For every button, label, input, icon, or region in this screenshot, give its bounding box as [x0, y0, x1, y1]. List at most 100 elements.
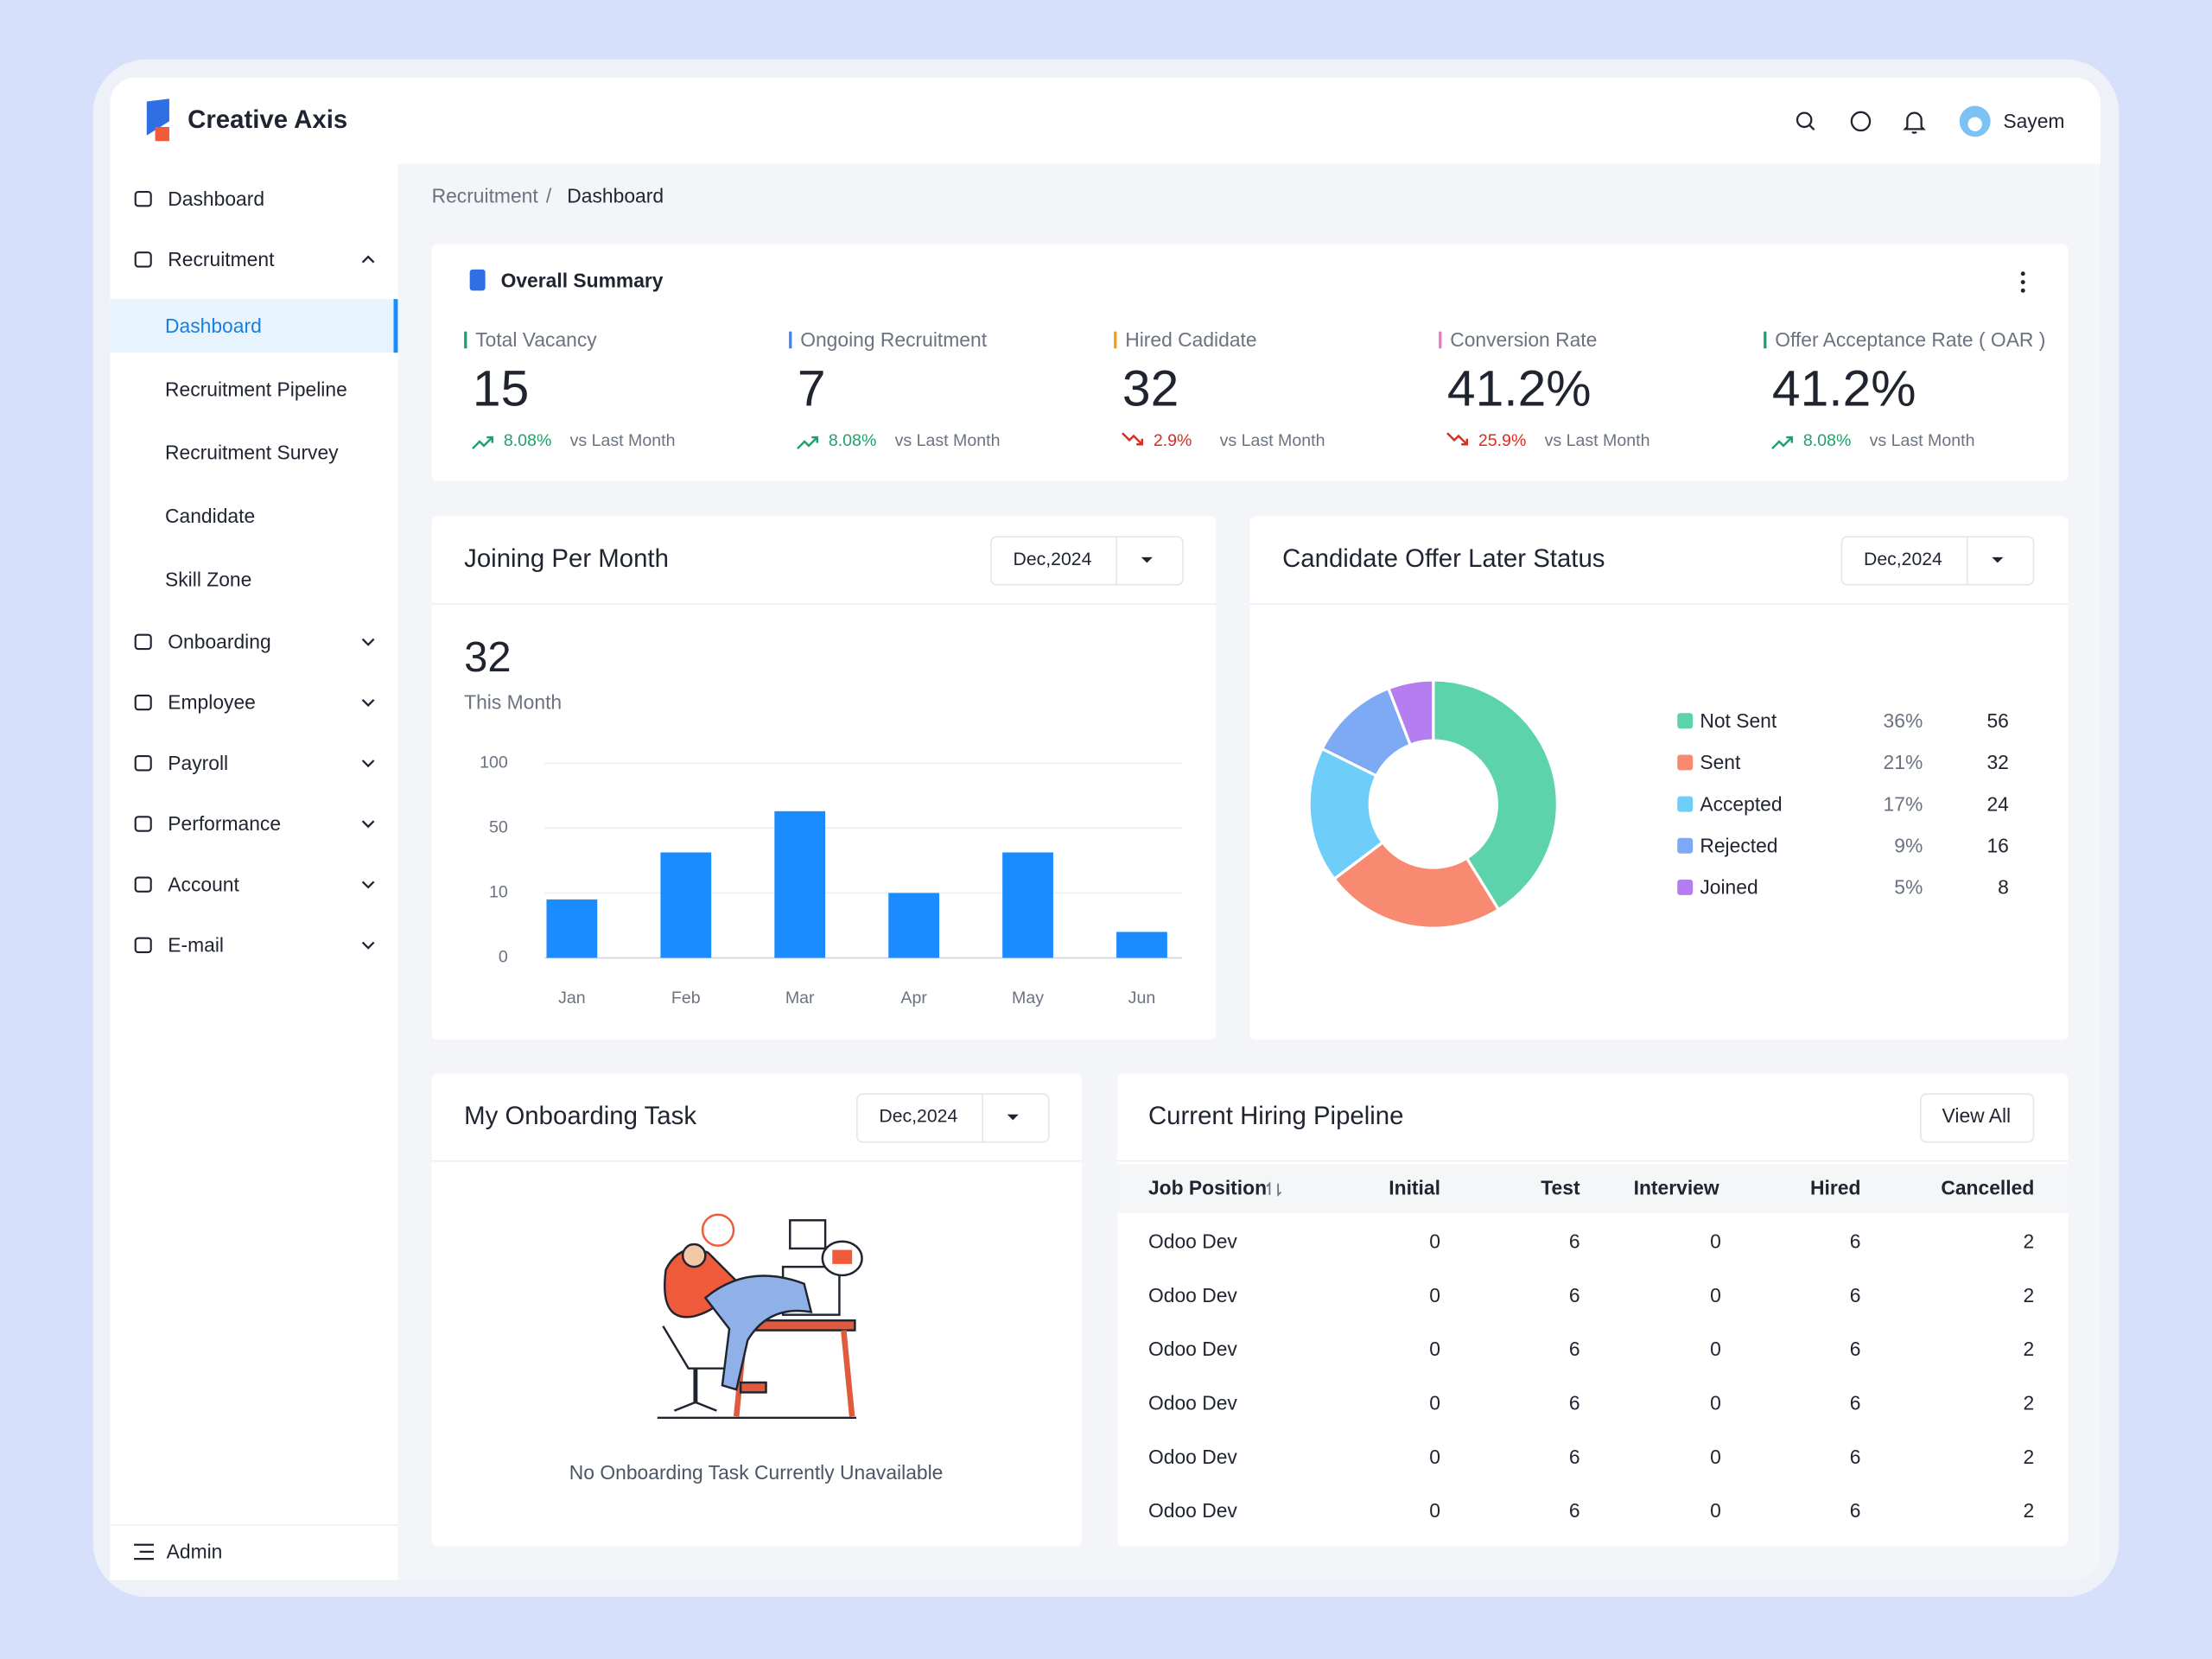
legend-swatch [1677, 754, 1694, 771]
dropdown-value[interactable]: Dec,2024 [1014, 550, 1092, 569]
nav-icon [134, 816, 152, 832]
user-name[interactable]: Sayem [2003, 110, 2064, 132]
column-header: Hired [1810, 1176, 1860, 1198]
chevron[interactable] [361, 941, 375, 950]
table-cell: 6 [1850, 1446, 1861, 1468]
table-cell: Odoo Dev [1148, 1284, 1237, 1306]
pipeline-card [1117, 1073, 2069, 1547]
sidebar [110, 163, 398, 1580]
stat-label: Conversion Rate [1450, 328, 1597, 351]
table-cell: 6 [1850, 1499, 1861, 1522]
table-cell: Odoo Dev [1148, 1392, 1237, 1414]
column-header[interactable]: Job Position [1148, 1176, 1267, 1198]
stat-change: 2.9% [1154, 431, 1192, 450]
nav-item[interactable]: E-mail [168, 934, 224, 957]
dropdown[interactable] [1840, 536, 2035, 586]
table-cell: 0 [1710, 1499, 1721, 1522]
stat-change: 8.08% [1803, 431, 1852, 450]
column-header: Initial [1389, 1176, 1440, 1198]
stat-change: 8.08% [829, 431, 877, 450]
table-cell: 6 [1569, 1392, 1580, 1414]
help-icon[interactable] [1850, 111, 1872, 132]
x-tick-label: Apr [900, 988, 927, 1007]
nav-item[interactable]: Onboarding [168, 631, 270, 653]
dropdown[interactable] [856, 1093, 1050, 1143]
chevron[interactable] [361, 255, 375, 264]
summary-icon [469, 269, 486, 291]
stat-accent [1439, 331, 1442, 349]
bar [660, 852, 712, 958]
active-indicator [393, 299, 398, 353]
table-cell: 0 [1710, 1338, 1721, 1360]
view-all-label[interactable]: View All [1942, 1104, 2012, 1127]
legend-label: Not Sent [1700, 709, 1777, 732]
table-cell: 6 [1569, 1284, 1580, 1306]
legend-swatch [1677, 879, 1694, 895]
y-tick-label: 50 [489, 818, 508, 837]
stat-accent [789, 331, 792, 349]
nav-item[interactable]: Account [168, 873, 239, 895]
chevron[interactable] [361, 638, 375, 646]
sub-nav-item[interactable]: Recruitment Survey [165, 442, 339, 464]
table-cell: Odoo Dev [1148, 1499, 1237, 1522]
nav-item[interactable]: Dashboard [168, 188, 264, 210]
table-cell: Odoo Dev [1148, 1230, 1237, 1252]
dropdown-caret[interactable] [1141, 556, 1153, 563]
dropdown-value[interactable]: Dec,2024 [879, 1107, 957, 1127]
nav-item[interactable]: Recruitment [168, 248, 275, 270]
joining-total: 32 [464, 634, 511, 681]
nav-icon [134, 694, 152, 711]
dropdown-caret[interactable] [1992, 556, 2004, 563]
more-icon[interactable] [2020, 271, 2025, 276]
dropdown[interactable] [990, 536, 1184, 586]
pie-slice [1386, 678, 1435, 747]
table-cell: 0 [1429, 1499, 1440, 1522]
stat-value: 7 [798, 360, 826, 416]
stat-value: 15 [473, 360, 529, 416]
view-all-button[interactable] [1920, 1093, 2035, 1143]
search-icon[interactable] [1796, 111, 1813, 129]
x-tick-label: Feb [671, 988, 701, 1007]
legend-percent: 36% [1884, 709, 1923, 732]
stat-note: vs Last Month [570, 431, 676, 450]
stat-change: 25.9% [1478, 431, 1527, 450]
sub-nav-item[interactable]: Dashboard [165, 315, 262, 337]
chevron[interactable] [361, 698, 375, 707]
chevron[interactable] [361, 760, 375, 768]
topbar [110, 77, 2101, 164]
dropdown-value[interactable]: Dec,2024 [1864, 550, 1942, 569]
nav-item[interactable]: Employee [168, 691, 256, 714]
table-cell: 0 [1429, 1338, 1440, 1360]
chevron[interactable] [361, 880, 375, 889]
table-cell: 6 [1850, 1338, 1861, 1360]
logo [155, 126, 169, 142]
panel-title: Candidate Offer Later Status [1282, 544, 1605, 573]
nav-icon [134, 190, 152, 207]
bell-icon[interactable] [1903, 111, 1926, 134]
column-header: Cancelled [1941, 1176, 2034, 1198]
stat-value: 32 [1122, 360, 1179, 416]
legend-label: Rejected [1700, 834, 1777, 856]
table-cell: 6 [1569, 1446, 1580, 1468]
admin-icon [134, 1543, 154, 1560]
table-cell: 0 [1429, 1392, 1440, 1414]
nav-item[interactable]: Performance [168, 812, 281, 835]
legend-label: Accepted [1700, 792, 1782, 815]
admin[interactable]: Admin [167, 1541, 223, 1563]
stat-accent [464, 331, 467, 349]
trend-icon [1122, 432, 1144, 446]
breadcrumb[interactable]: Recruitment [432, 185, 539, 207]
joining-total-label: This Month [464, 691, 562, 714]
dropdown-caret[interactable] [1007, 1114, 1019, 1121]
chevron[interactable] [361, 820, 375, 829]
nav-item[interactable]: Payroll [168, 752, 228, 774]
sort-icon[interactable] [1266, 1181, 1282, 1198]
sub-nav-item[interactable]: Recruitment Pipeline [165, 378, 347, 400]
illustration [657, 1213, 863, 1420]
breadcrumb-sep: / [546, 185, 552, 207]
sub-nav-item[interactable]: Candidate [165, 505, 255, 527]
stat-note: vs Last Month [1545, 431, 1650, 450]
sub-nav-item[interactable]: Skill Zone [165, 569, 251, 591]
legend-value: 56 [1986, 709, 2008, 732]
